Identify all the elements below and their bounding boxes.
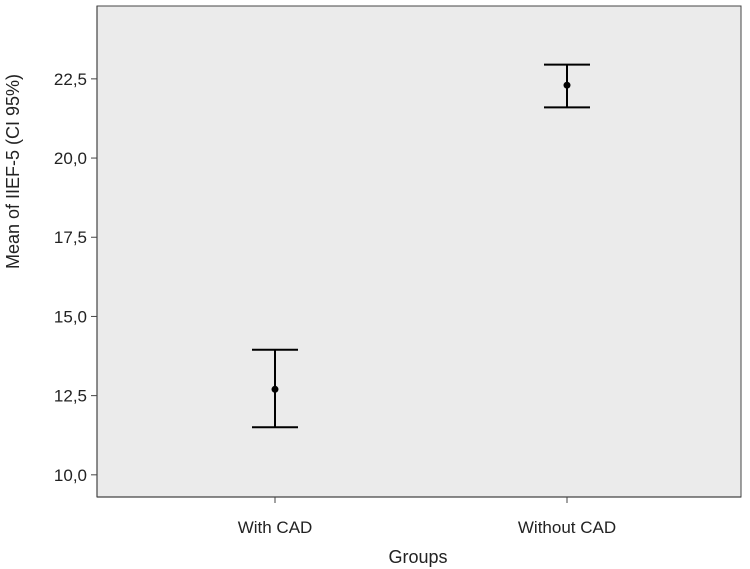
- y-tick-label: 20,0: [54, 149, 87, 168]
- x-tick-label: Without CAD: [518, 518, 616, 537]
- x-axis-title: Groups: [388, 547, 447, 567]
- axes: [96, 6, 741, 498]
- errorbar-marks: [252, 63, 590, 429]
- x-axis-ticks: With CAD Without CAD: [238, 497, 616, 537]
- y-tick-label: 22,5: [54, 70, 87, 89]
- x-tick-label: With CAD: [238, 518, 313, 537]
- y-tick-label: 15,0: [54, 307, 87, 326]
- mean-point: [563, 81, 571, 89]
- mean-point: [271, 385, 279, 393]
- y-axis-ticks: 10,0 12,5 15,0 17,5 20,0 22,5: [54, 70, 97, 485]
- y-axis-title: Mean of IIEF-5 (CI 95%): [3, 74, 23, 269]
- y-tick-label: 12,5: [54, 387, 87, 406]
- y-tick-label: 10,0: [54, 466, 87, 485]
- y-tick-label: 17,5: [54, 228, 87, 247]
- plot-area: [96, 5, 742, 498]
